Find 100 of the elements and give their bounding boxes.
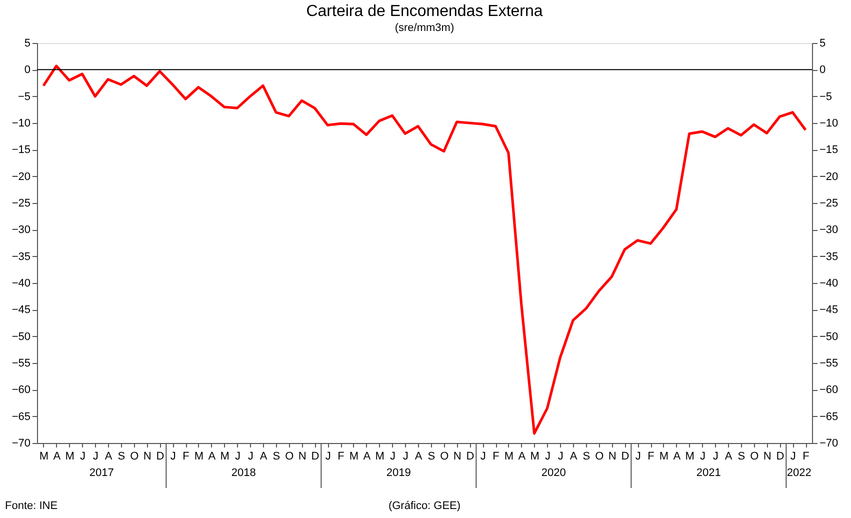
x-tick-label: M [39,450,49,462]
chart-title: Carteira de Encomendas Externa [306,3,543,20]
y2-tick-label: −10 [820,118,838,130]
line-series [42,64,807,435]
x-tick-label: J [325,450,331,462]
y2-tick-label: −20 [820,170,838,183]
x-tick-label: A [363,450,372,462]
y-tick-label: −60 [12,384,30,396]
x-tick-label: A [260,450,268,462]
text: 2017 [89,467,114,479]
text: 2022 [786,467,812,479]
text: (Gráfico: GEE) [388,500,461,512]
x-tick-label: A [53,450,62,462]
x-tick-label: O [750,450,760,462]
x-tick-label: A [518,450,526,462]
y2-tick-label: −50 [820,330,838,343]
x-tick-label: D [466,450,474,462]
y-tick-label: −15 [12,144,30,156]
x-tick-label: A [570,450,578,462]
y-tick-label: −10 [12,118,30,130]
x-tick-label: J [700,450,706,462]
x-tick-label: D [621,450,630,462]
text: 2020 [541,467,566,479]
x-tick-label: J [92,450,98,462]
text: 2019 [386,467,411,479]
y-tick-label: −70 [12,438,30,450]
y2-tick-label: −30 [820,224,838,236]
y2-tick-label: −65 [820,410,838,423]
y-tick-label: −5 [18,90,30,103]
x-tick-label: S [738,450,746,462]
x-tick-label: D [156,450,164,462]
x-tick-label: A [724,450,733,462]
x-tick-label: J [234,450,240,462]
x-tick-label: S [582,450,590,462]
x-tick-label: N [298,450,306,462]
x-tick-label: F [338,450,345,462]
x-tick-label: O [130,450,140,462]
x-tick-label: J [402,450,408,462]
x-tick-label: S [118,450,126,462]
y2-tick-label: −5 [820,90,832,103]
x-tick-label: N [143,450,152,462]
x-tick-label: M [659,450,669,462]
x-tick-label: M [194,450,204,462]
y2-tick-label: −45 [820,304,838,316]
source-note: Fonte: INE [5,500,58,512]
x-tick-label: F [802,450,810,462]
y-tick-label: −45 [12,304,30,316]
y-tick-label: 5 [24,38,30,50]
text: 2018 [231,467,256,479]
x-tick-label: M [220,450,230,462]
x-tick-label: J [790,450,796,462]
x-tick-label: O [285,450,294,462]
x-tick-label: J [480,450,486,462]
x-tick-label: J [390,450,396,462]
y-tick-label: −40 [12,278,30,290]
y2-tick-label: −60 [820,384,838,396]
x-tick-label: F [182,450,190,462]
y2-tick-label: −35 [820,250,838,263]
x-tick-label: O [440,450,450,462]
x-tick-label: J [712,450,718,462]
y2-tick-label: −70 [820,438,838,450]
y-tick-label: 0 [24,64,30,76]
x-tick-label: O [595,450,604,462]
x-tick-label: M [530,450,540,462]
y2-tick-label: 5 [820,38,826,50]
x-tick-label: M [685,450,694,462]
x-tick-label: N [763,450,772,462]
x-tick-label: S [428,450,436,462]
x-tick-label: M [65,450,74,462]
y2-tick-label: −15 [820,144,838,156]
y2-tick-label: −55 [820,358,838,370]
x-tick-label: A [673,450,682,462]
x-tick-label: M [349,450,359,462]
x-tick-label: A [104,450,113,462]
y2-tick-label: −25 [820,198,838,210]
y-tick-label: −65 [12,410,30,423]
x-tick-label: A [414,450,423,462]
y-tick-label: −20 [12,170,30,183]
x-tick-label: J [558,450,564,462]
x-tick-label: J [544,450,550,462]
x-tick-label: J [248,450,254,462]
x-tick-label: D [311,450,320,462]
x-tick-label: F [492,450,500,462]
x-tick-label: A [208,450,216,462]
y2-tick-label: 0 [820,64,826,76]
x-tick-label: D [776,450,784,462]
chart-subtitle: (sre/mm3m) [394,22,454,34]
y-tick-label: −35 [12,250,30,263]
x-tick-label: N [453,450,462,462]
x-tick-label: J [80,450,86,462]
x-tick-label: N [608,450,616,462]
x-tick-label: F [648,450,655,462]
y-tick-label: −25 [12,198,30,210]
y-tick-label: −50 [12,330,30,343]
x-tick-label: J [635,450,641,462]
y2-tick-label: −40 [820,278,838,290]
x-tick-label: S [272,450,280,462]
x-tick-label: J [170,450,176,462]
text: 2021 [696,467,721,479]
x-tick-label: M [504,450,514,462]
